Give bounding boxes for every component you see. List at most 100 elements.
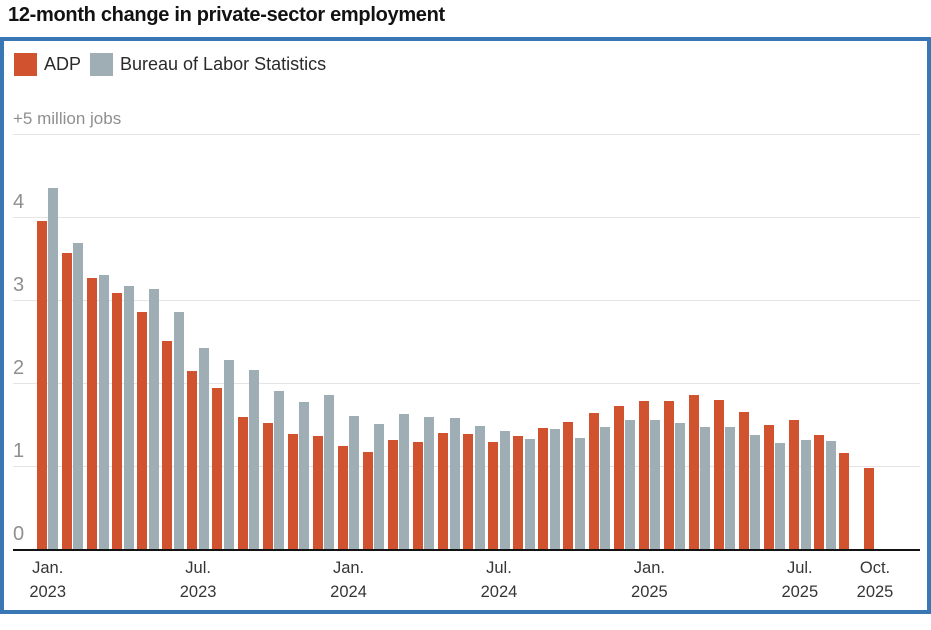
x-axis-label-jul-2024: Jul. 2024 — [464, 556, 534, 604]
bar-bls-nov-2024 — [599, 426, 610, 549]
bar-bls-mar-2024 — [399, 413, 410, 549]
legend-item-bls: Bureau of Labor Statistics — [90, 53, 326, 76]
x-tick-month: Jul. — [185, 559, 211, 577]
bar-adp-mar-2024 — [387, 440, 398, 549]
bar-bls-apr-2024 — [424, 417, 435, 549]
x-tick-month: Jan. — [633, 559, 665, 577]
bar-adp-jun-2025 — [764, 425, 775, 549]
bls-legend-swatch — [90, 53, 113, 76]
x-axis-label-jul-2023: Jul. 2023 — [163, 556, 233, 604]
bar-adp-nov-2024 — [588, 412, 599, 549]
bar-adp-may-2023 — [137, 312, 148, 549]
y-axis-label-1: 1 — [13, 440, 25, 462]
bar-adp-oct-2025 — [864, 467, 875, 549]
adp-legend-swatch — [14, 53, 37, 76]
bar-bls-feb-2025 — [675, 422, 686, 549]
x-tick-month: Jul. — [486, 559, 512, 577]
bar-adp-apr-2023 — [112, 293, 123, 549]
bar-adp-feb-2023 — [62, 252, 73, 549]
bar-adp-aug-2025 — [814, 435, 825, 549]
bar-adp-jan-2024 — [337, 446, 348, 549]
bar-bls-jan-2025 — [650, 419, 661, 549]
y-axis-label-0: 0 — [13, 523, 25, 545]
x-tick-month: Oct. — [859, 559, 891, 577]
gridline-3 — [13, 300, 920, 301]
bar-adp-feb-2025 — [663, 401, 674, 549]
bar-bls-aug-2025 — [825, 441, 836, 549]
bar-bls-jun-2024 — [474, 426, 485, 549]
bar-adp-aug-2024 — [513, 436, 524, 549]
bar-adp-jun-2023 — [162, 340, 173, 549]
bar-bls-aug-2024 — [524, 438, 535, 549]
bar-bls-aug-2023 — [223, 359, 234, 549]
bar-adp-mar-2025 — [688, 395, 699, 549]
bar-adp-jul-2023 — [187, 370, 198, 549]
gridline-5 — [13, 134, 920, 135]
bar-adp-oct-2023 — [262, 422, 273, 549]
bar-adp-sep-2024 — [538, 427, 549, 549]
bar-adp-may-2025 — [738, 412, 749, 549]
x-tick-year: 2023 — [179, 583, 217, 601]
gridline-4 — [13, 217, 920, 218]
x-tick-year: 2023 — [29, 583, 67, 601]
bar-adp-oct-2024 — [563, 422, 574, 549]
bar-bls-dec-2024 — [625, 420, 635, 549]
x-tick-year: 2025 — [856, 583, 894, 601]
bar-bls-jan-2023 — [48, 187, 59, 549]
bar-bls-feb-2023 — [73, 242, 84, 549]
x-tick-year: 2024 — [330, 583, 367, 601]
y-axis-label-4: 4 — [13, 191, 25, 213]
x-tick-year: 2024 — [480, 583, 518, 601]
bar-bls-jul-2023 — [198, 348, 209, 549]
bar-bls-oct-2023 — [274, 391, 285, 549]
bar-adp-dec-2024 — [613, 406, 624, 549]
bar-bls-feb-2024 — [374, 423, 385, 549]
gridline-2 — [13, 383, 920, 384]
bar-adp-apr-2024 — [413, 441, 424, 549]
bar-adp-sep-2023 — [237, 417, 248, 549]
bar-adp-jan-2023 — [37, 221, 47, 549]
bar-bls-may-2023 — [148, 289, 159, 549]
y-axis-label-2: 2 — [13, 357, 25, 379]
bar-adp-apr-2025 — [713, 399, 724, 549]
bar-bls-sep-2024 — [549, 428, 560, 549]
bar-adp-nov-2023 — [287, 434, 298, 549]
y-axis-label-3: 3 — [13, 274, 25, 296]
bar-adp-jul-2024 — [488, 441, 499, 549]
bar-bls-oct-2024 — [574, 437, 585, 549]
plot-area: ADP Bureau of Labor Statistics +5 millio… — [4, 41, 927, 610]
chart-title: 12-month change in private-sector employ… — [8, 4, 445, 26]
x-axis-label-oct-2025: Oct. 2025 — [840, 556, 910, 604]
bar-bls-mar-2023 — [98, 275, 109, 549]
bar-bls-apr-2025 — [725, 426, 736, 549]
bar-bls-dec-2023 — [324, 394, 335, 549]
bar-adp-may-2024 — [438, 432, 449, 549]
bls-legend-label: Bureau of Labor Statistics — [120, 54, 327, 74]
bar-bls-jun-2023 — [173, 312, 184, 549]
bar-bls-sep-2023 — [248, 369, 259, 549]
bar-adp-dec-2023 — [312, 436, 323, 549]
x-tick-month: Jan. — [332, 559, 365, 577]
x-axis-label-jan-2023: Jan. 2023 — [13, 556, 83, 604]
bar-bls-apr-2023 — [123, 285, 134, 549]
bar-adp-jun-2024 — [463, 434, 474, 549]
bar-adp-mar-2023 — [87, 277, 98, 549]
adp-legend-label: ADP — [44, 54, 82, 74]
x-tick-month: Jul. — [786, 559, 813, 577]
bar-adp-jul-2025 — [789, 420, 800, 549]
bar-adp-feb-2024 — [362, 451, 373, 549]
x-tick-month: Jan. — [32, 559, 64, 577]
bar-bls-nov-2023 — [299, 402, 310, 549]
bar-bls-may-2025 — [750, 435, 761, 549]
bar-bls-jun-2025 — [775, 442, 786, 549]
bar-bls-jul-2025 — [800, 440, 811, 549]
legend-item-adp: ADP — [14, 53, 81, 76]
bar-adp-aug-2023 — [212, 387, 223, 549]
chart-frame: ADP Bureau of Labor Statistics +5 millio… — [0, 37, 931, 614]
bar-adp-jan-2025 — [638, 401, 649, 549]
bar-bls-mar-2025 — [700, 426, 711, 549]
x-axis-label-jul-2025: Jul. 2025 — [765, 556, 835, 604]
bar-bls-jan-2024 — [349, 416, 360, 549]
bar-adp-sep-2025 — [839, 452, 850, 549]
